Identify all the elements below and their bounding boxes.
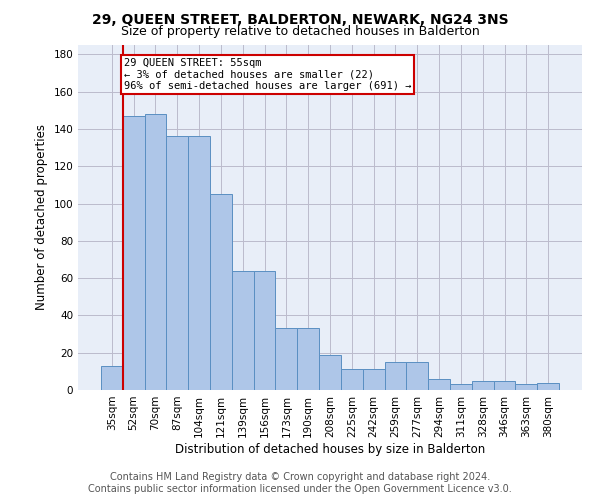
Bar bbox=[232, 270, 254, 390]
Bar bbox=[406, 362, 428, 390]
Bar bbox=[385, 362, 406, 390]
Bar bbox=[254, 270, 275, 390]
Bar bbox=[363, 370, 385, 390]
Text: Size of property relative to detached houses in Balderton: Size of property relative to detached ho… bbox=[121, 25, 479, 38]
Bar bbox=[319, 354, 341, 390]
Y-axis label: Number of detached properties: Number of detached properties bbox=[35, 124, 48, 310]
Bar bbox=[145, 114, 166, 390]
Bar bbox=[123, 116, 145, 390]
Bar bbox=[515, 384, 537, 390]
Bar bbox=[472, 380, 494, 390]
Bar bbox=[101, 366, 123, 390]
Bar bbox=[428, 379, 450, 390]
Bar bbox=[297, 328, 319, 390]
Bar bbox=[275, 328, 297, 390]
Bar bbox=[450, 384, 472, 390]
Bar bbox=[494, 380, 515, 390]
Bar bbox=[341, 370, 363, 390]
Bar bbox=[166, 136, 188, 390]
Bar bbox=[188, 136, 210, 390]
Bar bbox=[537, 382, 559, 390]
Text: 29, QUEEN STREET, BALDERTON, NEWARK, NG24 3NS: 29, QUEEN STREET, BALDERTON, NEWARK, NG2… bbox=[92, 12, 508, 26]
X-axis label: Distribution of detached houses by size in Balderton: Distribution of detached houses by size … bbox=[175, 442, 485, 456]
Text: 29 QUEEN STREET: 55sqm
← 3% of detached houses are smaller (22)
96% of semi-deta: 29 QUEEN STREET: 55sqm ← 3% of detached … bbox=[124, 58, 412, 92]
Bar bbox=[210, 194, 232, 390]
Text: Contains HM Land Registry data © Crown copyright and database right 2024.
Contai: Contains HM Land Registry data © Crown c… bbox=[88, 472, 512, 494]
